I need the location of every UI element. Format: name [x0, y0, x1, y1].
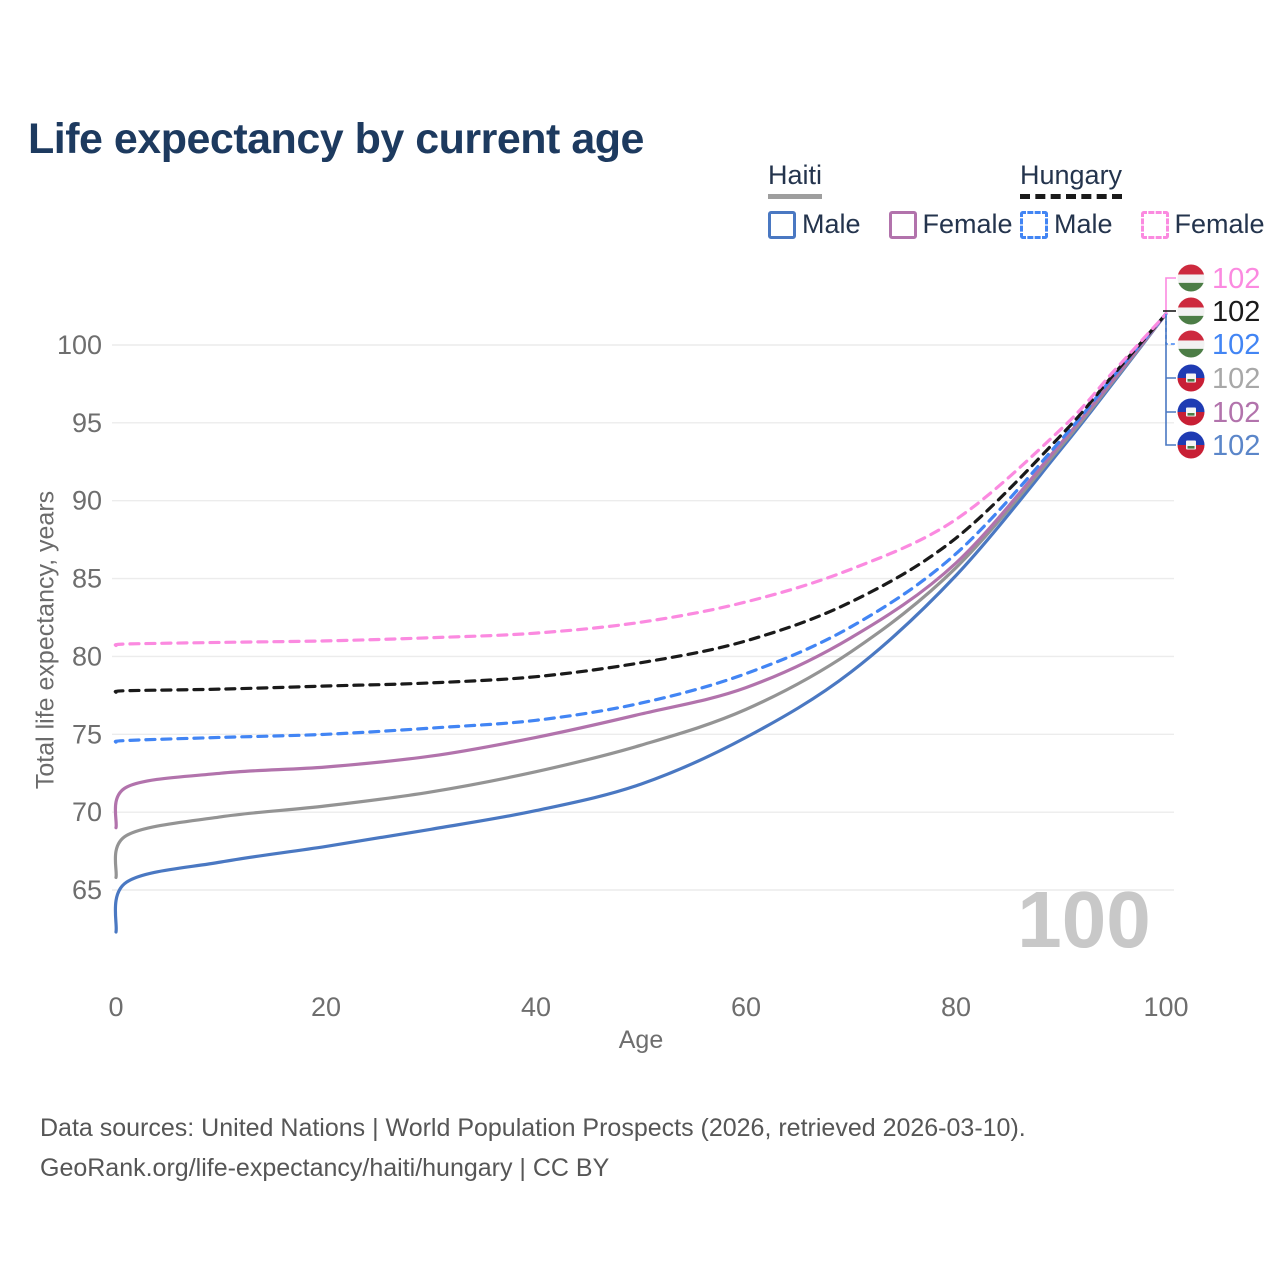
y-tick-label: 65: [72, 875, 102, 905]
legend-label-hungary-female: Female: [1174, 209, 1265, 239]
legend-label-haiti-male: Male: [802, 209, 861, 239]
series-line-haiti_male[interactable]: [113, 312, 1168, 934]
data-sources-text: Data sources: United Nations | World Pop…: [40, 1114, 1026, 1142]
end-value-label-hungary_female: 102: [1212, 263, 1260, 295]
x-tick-label: 80: [941, 992, 971, 1022]
y-tick-label: 85: [72, 564, 102, 594]
y-tick-label: 100: [57, 330, 102, 360]
end-value-label-haiti_all: 102: [1212, 363, 1260, 395]
legend-item-hungary-male[interactable]: Male: [1020, 209, 1113, 240]
flag-ht-icon: [1177, 431, 1205, 459]
leader-line-hungary_male: [1165, 313, 1176, 345]
y-tick-label: 80: [72, 641, 102, 671]
legend-country-hungary[interactable]: Hungary: [1020, 160, 1123, 199]
series-line-haiti_all[interactable]: [113, 312, 1168, 880]
legend-group-haiti: Haiti Male Female: [768, 160, 1013, 240]
end-value-label-haiti_female: 102: [1212, 397, 1260, 429]
hungary-female-swatch-icon: [1140, 210, 1169, 239]
legend-item-hungary-female[interactable]: Female: [1140, 209, 1265, 240]
legend-item-haiti-female[interactable]: Female: [888, 209, 1013, 240]
flag-ht-icon: [1177, 364, 1205, 392]
series-line-hungary_female[interactable]: [113, 312, 1168, 648]
y-tick-label: 90: [72, 486, 102, 516]
x-axis-title: Age: [619, 1026, 663, 1054]
series-line-hungary_all[interactable]: [113, 312, 1168, 694]
x-tick-label: 20: [311, 992, 341, 1022]
legend-label-hungary-male: Male: [1054, 209, 1113, 239]
leader-line-haiti_male: [1165, 315, 1176, 446]
watermark-text: 100: [1017, 875, 1150, 964]
x-tick-label: 100: [1143, 992, 1188, 1022]
flag-hu-icon: [1177, 330, 1205, 358]
series-line-hungary_male[interactable]: [113, 312, 1168, 744]
haiti-female-swatch-icon: [888, 210, 917, 239]
attribution-text: GeoRank.org/life-expectancy/haiti/hungar…: [40, 1154, 610, 1182]
legend-items-haiti: Male Female: [768, 209, 1013, 240]
x-tick-label: 40: [521, 992, 551, 1022]
flag-hu-icon: [1177, 264, 1205, 292]
legend-items-hungary: Male Female: [1020, 209, 1265, 240]
x-tick-label: 60: [731, 992, 761, 1022]
page-title: Life expectancy by current age: [28, 114, 644, 163]
hungary-male-swatch-icon: [1020, 210, 1048, 239]
series-line-haiti_female[interactable]: [113, 312, 1168, 830]
leader-line-hungary_female: [1165, 277, 1176, 314]
end-value-label-hungary_all: 102: [1212, 296, 1260, 328]
flag-ht-icon: [1177, 398, 1205, 426]
legend-group-hungary: Hungary Male Female: [1020, 160, 1265, 240]
y-tick-label: 75: [72, 719, 102, 749]
end-value-label-hungary_male: 102: [1212, 329, 1260, 361]
y-tick-label: 70: [72, 797, 102, 827]
haiti-male-swatch-icon: [768, 210, 796, 239]
x-tick-label: 0: [108, 992, 123, 1022]
legend-label-haiti-female: Female: [922, 209, 1013, 239]
chart-footer: Data sources: United Nations | World Pop…: [40, 1108, 1026, 1188]
flag-hu-icon: [1177, 297, 1205, 325]
legend-item-haiti-male[interactable]: Male: [768, 209, 861, 240]
end-value-label-haiti_male: 102: [1212, 430, 1260, 462]
y-tick-label: 95: [72, 408, 102, 438]
legend-country-haiti[interactable]: Haiti: [768, 160, 823, 199]
